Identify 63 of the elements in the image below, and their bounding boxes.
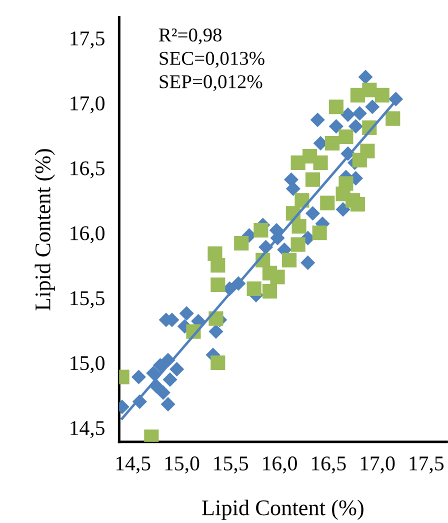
y-axis-title: Lipid Content (%) (34, 149, 55, 310)
point (362, 82, 377, 98)
point (324, 136, 340, 151)
y-tick-label: 15,0 (70, 356, 104, 374)
point (350, 196, 365, 212)
x-tick-label: 15,0 (165, 456, 200, 474)
annotation: R²=0,98 (159, 28, 222, 44)
point (320, 196, 335, 210)
point (348, 119, 364, 134)
point (262, 284, 277, 299)
point (388, 92, 404, 106)
point (305, 206, 320, 221)
point (162, 372, 178, 387)
point (358, 70, 373, 84)
point (282, 252, 297, 268)
point (208, 324, 224, 339)
point (336, 202, 350, 217)
y-tick-label: 14,5 (70, 421, 104, 438)
annotation: SEP=0,012% (160, 75, 262, 92)
point (210, 355, 226, 370)
point (313, 155, 328, 170)
point (286, 181, 300, 196)
point (262, 266, 277, 280)
point (310, 112, 325, 128)
point (234, 236, 249, 251)
point (312, 226, 327, 240)
point (305, 172, 320, 187)
point (328, 119, 344, 134)
point (352, 106, 367, 121)
point (290, 237, 306, 252)
point (170, 362, 184, 376)
y-tick-label: 16,5 (70, 161, 104, 178)
point (210, 258, 226, 273)
x-tick-label: 14,5 (116, 456, 150, 474)
point (156, 385, 170, 400)
point (210, 278, 226, 292)
point (328, 100, 344, 114)
point (246, 281, 262, 296)
point (386, 111, 400, 126)
point (292, 219, 306, 234)
point (340, 107, 356, 122)
x-tick-label: 17,0 (360, 456, 395, 474)
point (179, 306, 194, 321)
x-tick-label: 17,5 (410, 456, 444, 474)
y-tick-label: 17,0 (70, 96, 104, 114)
x-tick-label: 16,0 (263, 456, 297, 474)
point (160, 396, 176, 412)
point (254, 222, 268, 238)
point (131, 370, 146, 384)
point (360, 144, 375, 158)
y-tick-label: 17,5 (70, 32, 104, 48)
point (338, 129, 354, 144)
x-tick-label: 16,5 (312, 456, 346, 474)
point (300, 255, 316, 270)
point (365, 100, 380, 114)
point (338, 176, 354, 191)
point (146, 366, 161, 380)
point (374, 88, 390, 102)
y-tick-label: 16,0 (70, 226, 104, 244)
y-tick-label: 15,5 (70, 291, 104, 308)
annotation: SEC=0,013% (160, 52, 264, 68)
x-axis-title: Lipid Content (%) (202, 500, 364, 520)
x-tick-label: 15,5 (214, 456, 248, 474)
